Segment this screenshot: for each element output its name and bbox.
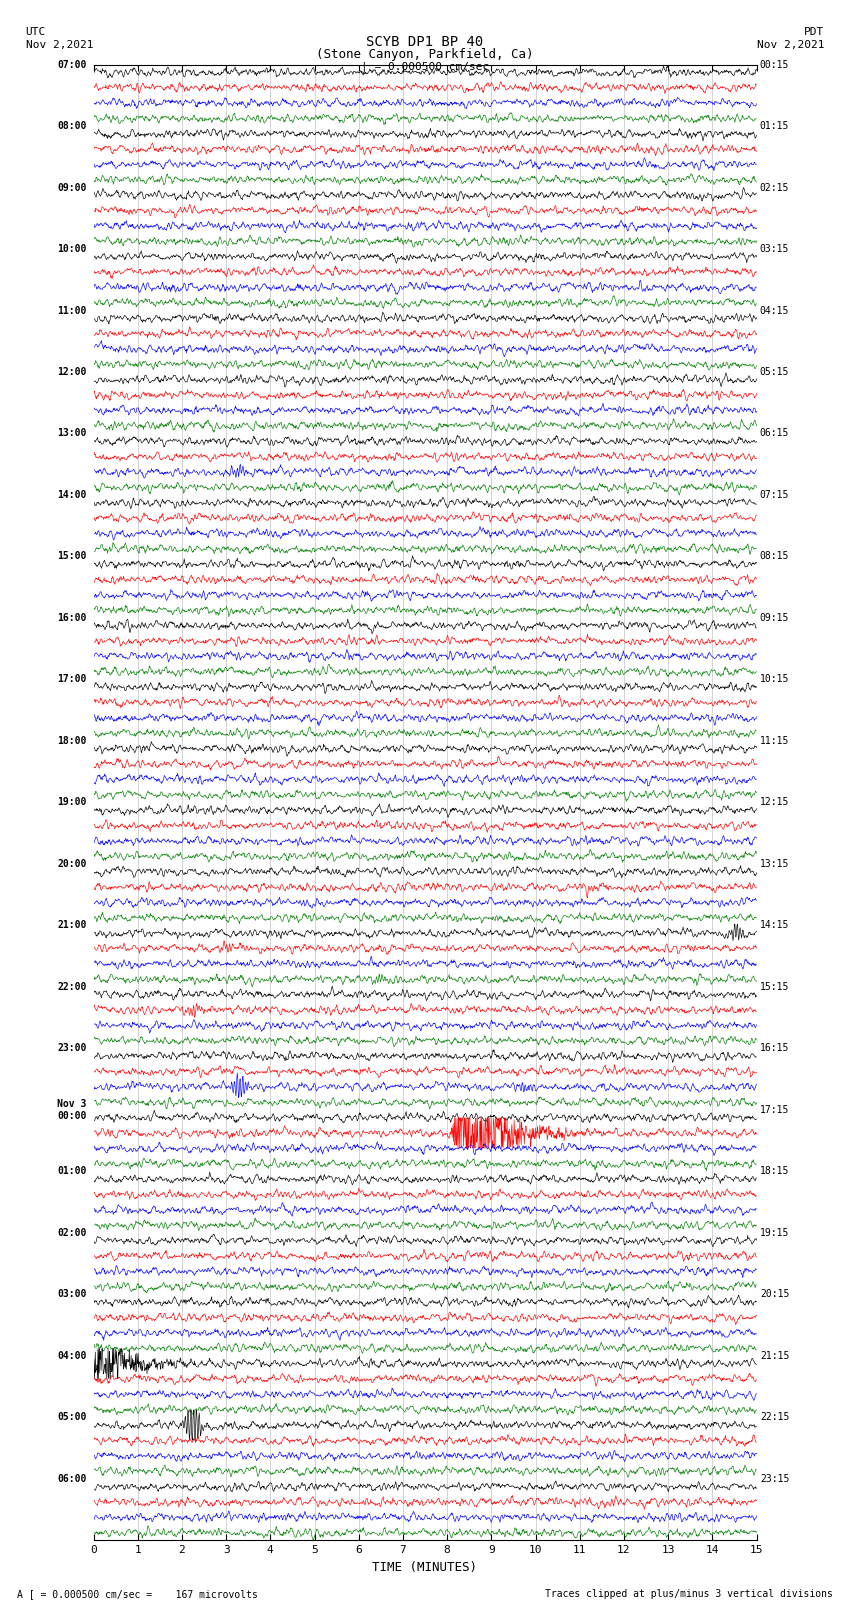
Text: 17:15: 17:15 [760,1105,789,1115]
Text: Traces clipped at plus/minus 3 vertical divisions: Traces clipped at plus/minus 3 vertical … [545,1589,833,1598]
Text: 04:15: 04:15 [760,305,789,316]
Text: 16:00: 16:00 [58,613,87,623]
Text: 23:00: 23:00 [58,1044,87,1053]
Text: 16:15: 16:15 [760,1044,789,1053]
Text: UTC: UTC [26,27,46,37]
Text: 10:00: 10:00 [58,244,87,253]
Text: 05:15: 05:15 [760,368,789,377]
Text: 14:00: 14:00 [58,490,87,500]
Text: 20:00: 20:00 [58,860,87,869]
Text: 06:00: 06:00 [58,1474,87,1484]
Text: 11:15: 11:15 [760,736,789,745]
Text: 08:15: 08:15 [760,552,789,561]
Text: 09:15: 09:15 [760,613,789,623]
Text: 11:00: 11:00 [58,305,87,316]
X-axis label: TIME (MINUTES): TIME (MINUTES) [372,1561,478,1574]
Text: Nov 2,2021: Nov 2,2021 [757,40,824,50]
Text: 03:00: 03:00 [58,1289,87,1300]
Text: 06:15: 06:15 [760,429,789,439]
Text: 14:15: 14:15 [760,921,789,931]
Text: 15:15: 15:15 [760,982,789,992]
Text: 07:00: 07:00 [58,60,87,69]
Text: 10:15: 10:15 [760,674,789,684]
Text: 13:00: 13:00 [58,429,87,439]
Text: SCYB DP1 BP 40: SCYB DP1 BP 40 [366,35,484,50]
Text: 21:00: 21:00 [58,921,87,931]
Text: 02:00: 02:00 [58,1227,87,1237]
Text: 20:15: 20:15 [760,1289,789,1300]
Text: Nov 2,2021: Nov 2,2021 [26,40,93,50]
Text: 23:15: 23:15 [760,1474,789,1484]
Text: (Stone Canyon, Parkfield, Ca): (Stone Canyon, Parkfield, Ca) [316,48,534,61]
Text: 01:00: 01:00 [58,1166,87,1176]
Text: 03:15: 03:15 [760,244,789,253]
Text: 18:15: 18:15 [760,1166,789,1176]
Text: 21:15: 21:15 [760,1352,789,1361]
Text: 19:00: 19:00 [58,797,87,808]
Text: 04:00: 04:00 [58,1352,87,1361]
Text: 09:00: 09:00 [58,182,87,192]
Text: 12:00: 12:00 [58,368,87,377]
Text: 19:15: 19:15 [760,1227,789,1237]
Text: 02:15: 02:15 [760,182,789,192]
Text: Nov 3
00:00: Nov 3 00:00 [58,1098,87,1121]
Text: 05:00: 05:00 [58,1413,87,1423]
Text: 00:15: 00:15 [760,60,789,69]
Text: A [ = 0.000500 cm/sec =    167 microvolts: A [ = 0.000500 cm/sec = 167 microvolts [17,1589,258,1598]
Text: 12:15: 12:15 [760,797,789,808]
Text: PDT: PDT [804,27,824,37]
Text: 18:00: 18:00 [58,736,87,745]
Text: 13:15: 13:15 [760,860,789,869]
Text: 17:00: 17:00 [58,674,87,684]
Text: 01:15: 01:15 [760,121,789,131]
Text: | = 0.000500 cm/sec: | = 0.000500 cm/sec [361,61,489,73]
Text: 22:00: 22:00 [58,982,87,992]
Text: 08:00: 08:00 [58,121,87,131]
Text: 15:00: 15:00 [58,552,87,561]
Text: 07:15: 07:15 [760,490,789,500]
Text: 22:15: 22:15 [760,1413,789,1423]
